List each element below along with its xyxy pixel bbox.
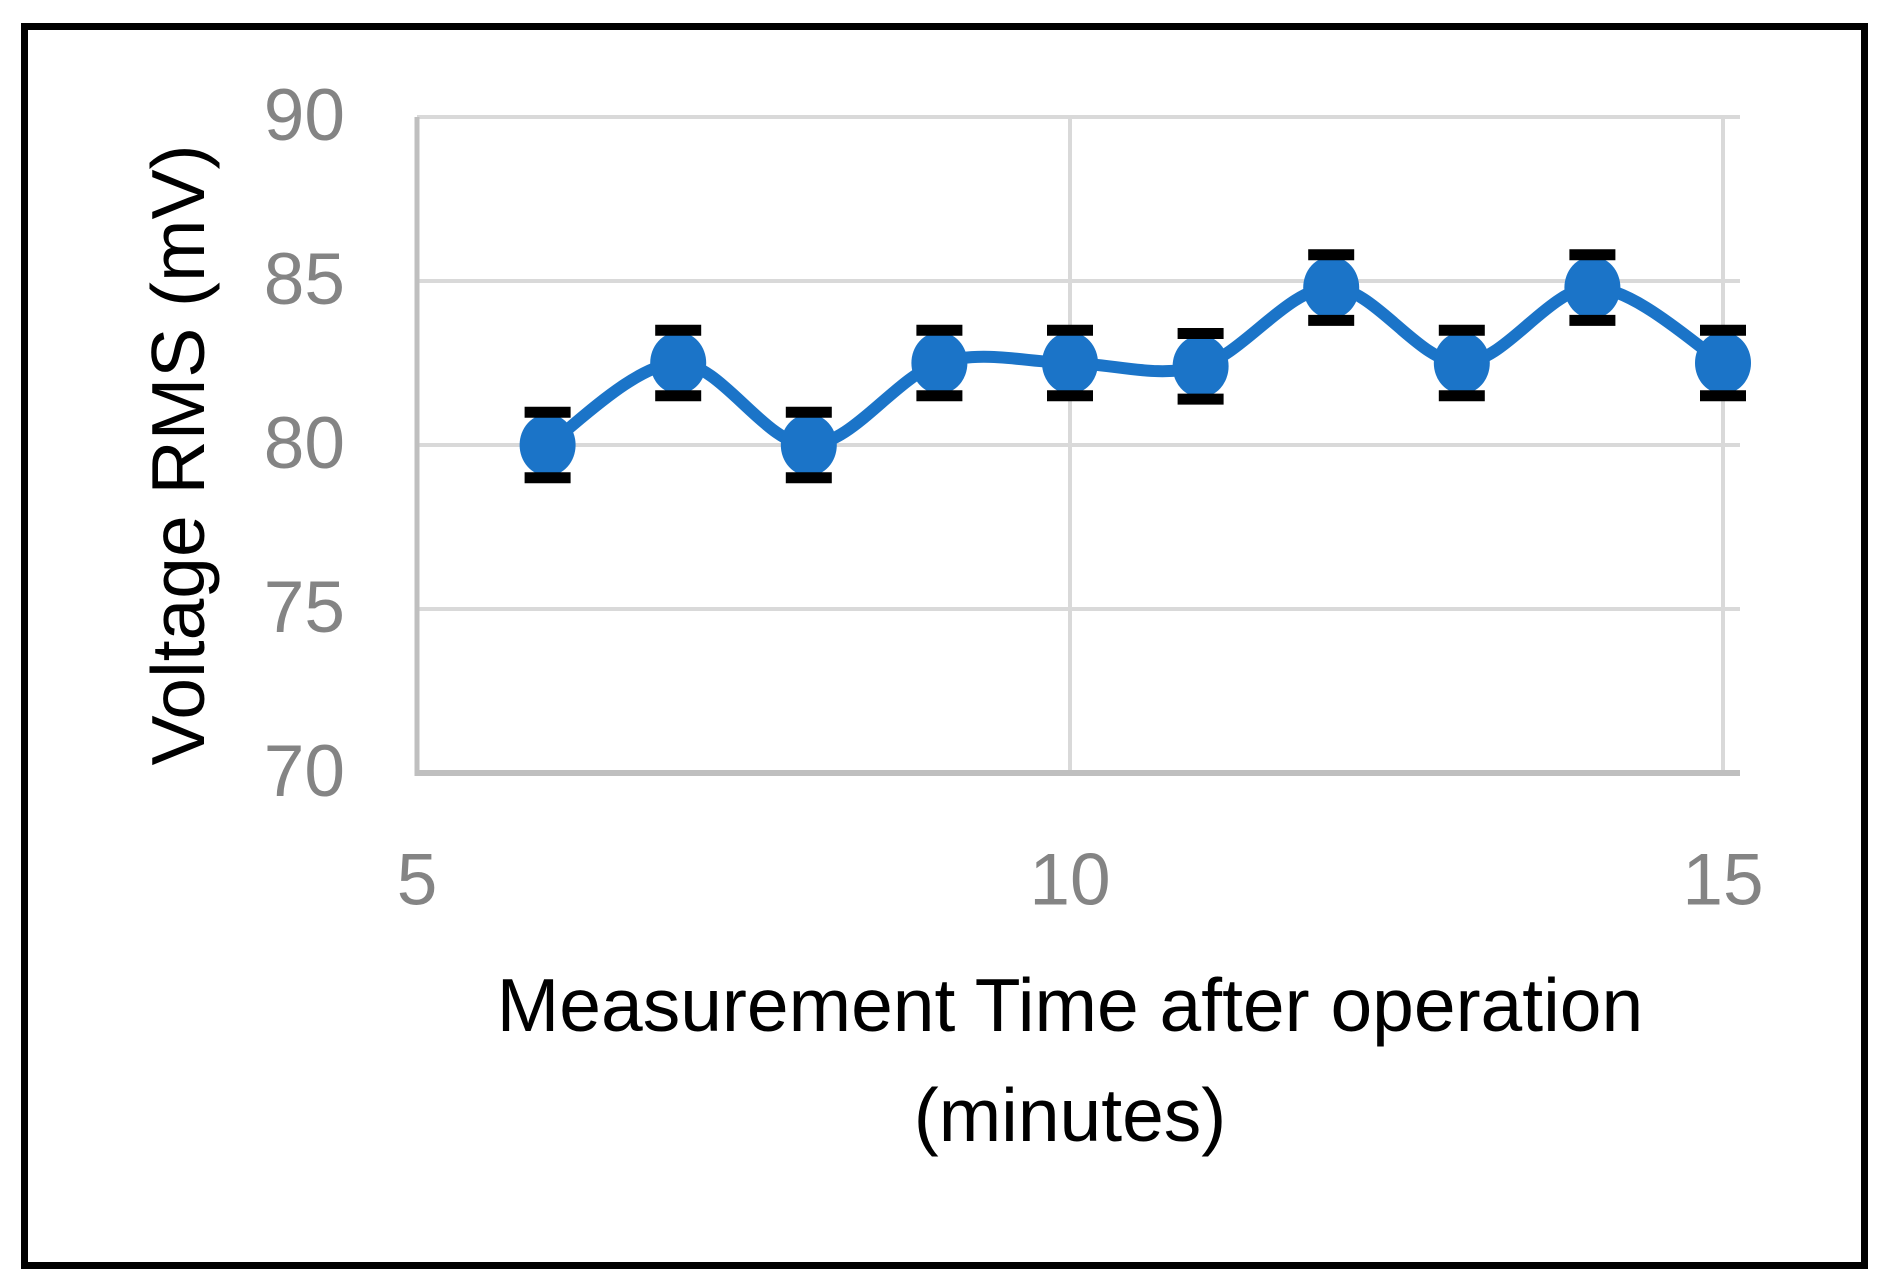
data-point-marker bbox=[911, 332, 968, 394]
axes bbox=[414, 117, 1740, 776]
x-tick-label: 10 bbox=[1029, 839, 1111, 921]
data-point-marker bbox=[1042, 332, 1098, 394]
data-point-marker bbox=[1564, 256, 1621, 319]
y-tick-label: 80 bbox=[263, 402, 345, 484]
gridlines bbox=[417, 115, 1740, 773]
y-tick-label: 85 bbox=[263, 238, 345, 320]
error-bar-caps bbox=[524, 249, 1746, 484]
data-point-marker bbox=[1303, 256, 1360, 319]
x-axis-title-line2: (minutes) bbox=[913, 1073, 1227, 1157]
y-axis-title: Voltage RMS (mV) bbox=[136, 144, 220, 766]
y-tick-label: 70 bbox=[263, 730, 345, 812]
data-point-marker bbox=[519, 414, 576, 476]
x-tick-label: 15 bbox=[1682, 839, 1764, 921]
y-tick-label: 75 bbox=[263, 566, 345, 648]
data-point-marker bbox=[780, 414, 837, 476]
data-point-marker bbox=[1433, 332, 1490, 394]
chart-border bbox=[21, 23, 1868, 1269]
data-point-marker bbox=[1695, 332, 1751, 394]
data-line bbox=[541, 281, 1729, 451]
x-tick-label: 5 bbox=[396, 839, 438, 921]
data-markers bbox=[519, 256, 1751, 476]
y-tick-label: 90 bbox=[263, 74, 345, 156]
x-axis-title: Measurement Time after operation (minute… bbox=[417, 950, 1723, 1170]
data-point-marker bbox=[650, 332, 707, 394]
x-axis-title-line1: Measurement Time after operation bbox=[496, 963, 1644, 1047]
data-point-marker bbox=[1172, 335, 1229, 398]
